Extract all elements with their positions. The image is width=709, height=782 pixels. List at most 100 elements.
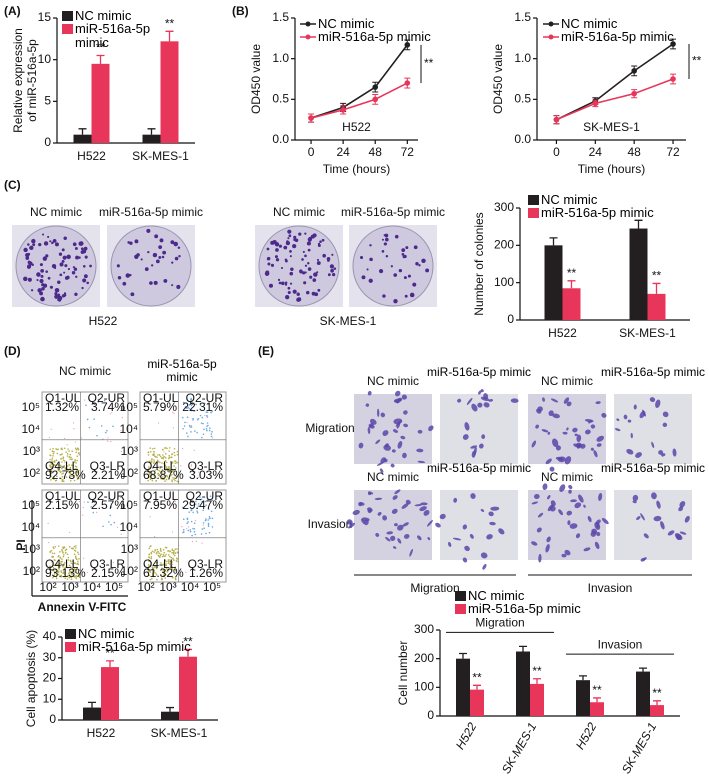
bar — [650, 705, 664, 716]
event — [92, 560, 95, 562]
colony — [383, 242, 387, 246]
quadrant-percent: 92.73% — [45, 468, 86, 482]
x-axis-label: Time (hours) — [578, 162, 646, 176]
marker — [372, 84, 379, 90]
event — [65, 476, 68, 478]
event — [72, 464, 74, 467]
event — [180, 569, 182, 572]
event — [210, 433, 213, 435]
colony — [378, 269, 384, 274]
legend-swatch — [62, 11, 73, 21]
cell — [651, 441, 655, 448]
cell — [593, 450, 598, 458]
event — [69, 453, 72, 456]
transwell-image — [440, 490, 518, 560]
legend-label-box: NC mimic — [561, 17, 617, 30]
legend-swatch — [528, 195, 539, 205]
event — [76, 476, 79, 478]
colony — [292, 243, 297, 249]
quadrant-percent: 5.79% — [143, 400, 177, 414]
quadrant-name: Q3-LR — [188, 459, 224, 473]
cell — [596, 531, 601, 537]
event — [71, 567, 74, 570]
colony — [398, 268, 403, 273]
panel-label: (D) — [4, 344, 21, 358]
significance: ** — [165, 17, 175, 31]
cell — [632, 494, 639, 502]
group-label: Migration — [475, 616, 524, 630]
colony — [330, 268, 334, 273]
event — [211, 437, 214, 439]
event — [97, 401, 100, 403]
flow-tick: 10³ — [121, 444, 138, 458]
quadrant-name: Q3-LR — [90, 459, 126, 473]
cell — [590, 424, 596, 429]
marker — [631, 90, 637, 97]
colony — [63, 293, 67, 297]
colony — [129, 273, 132, 277]
cell — [374, 497, 383, 501]
error-bar — [184, 648, 192, 657]
event — [171, 453, 174, 455]
event — [73, 479, 76, 482]
event — [187, 529, 190, 532]
event — [72, 422, 75, 424]
event — [208, 429, 211, 432]
event — [63, 460, 66, 462]
quadrant-name: Q2-UR — [88, 489, 126, 503]
event — [66, 453, 69, 455]
bar — [562, 288, 581, 320]
colony — [173, 241, 179, 247]
cell-line-label: H522 — [89, 314, 118, 328]
cell — [573, 443, 581, 448]
bar — [179, 656, 197, 720]
cell — [385, 536, 391, 542]
event — [170, 556, 173, 559]
x-tick-label: SK-MES-1 — [619, 326, 676, 340]
flow-plot — [139, 489, 227, 583]
y-tick-label: 0.0 — [272, 132, 289, 146]
event — [69, 559, 72, 562]
event — [52, 566, 55, 569]
event — [154, 477, 157, 479]
event — [72, 547, 74, 550]
cell — [568, 484, 573, 490]
series-line — [556, 78, 674, 121]
event — [150, 562, 152, 564]
event — [113, 521, 116, 524]
colony — [54, 242, 59, 247]
marker — [404, 42, 411, 48]
event — [154, 572, 157, 574]
colony — [129, 241, 133, 245]
flow-tick: 10⁵ — [120, 400, 138, 414]
event — [57, 508, 60, 510]
event — [168, 568, 170, 570]
cell — [409, 548, 413, 557]
event — [63, 553, 65, 556]
y-tick-label: 1.0 — [514, 51, 531, 65]
error-bar — [639, 667, 647, 672]
colony — [294, 238, 299, 243]
event — [49, 454, 52, 457]
colony — [130, 292, 135, 297]
event — [162, 454, 164, 456]
event — [59, 551, 61, 553]
colony — [285, 294, 290, 300]
y-tick-label: 5 — [44, 94, 51, 108]
transwell-image — [354, 394, 432, 464]
cell — [594, 522, 601, 530]
event — [63, 575, 65, 578]
colony — [266, 247, 270, 251]
event — [70, 571, 73, 573]
colony — [171, 284, 174, 287]
event — [199, 498, 202, 501]
event — [78, 576, 81, 578]
event — [148, 565, 151, 567]
cell — [614, 428, 621, 432]
event — [168, 450, 170, 452]
colony — [404, 294, 408, 298]
event — [97, 398, 100, 401]
event — [60, 563, 63, 566]
event — [66, 578, 69, 580]
